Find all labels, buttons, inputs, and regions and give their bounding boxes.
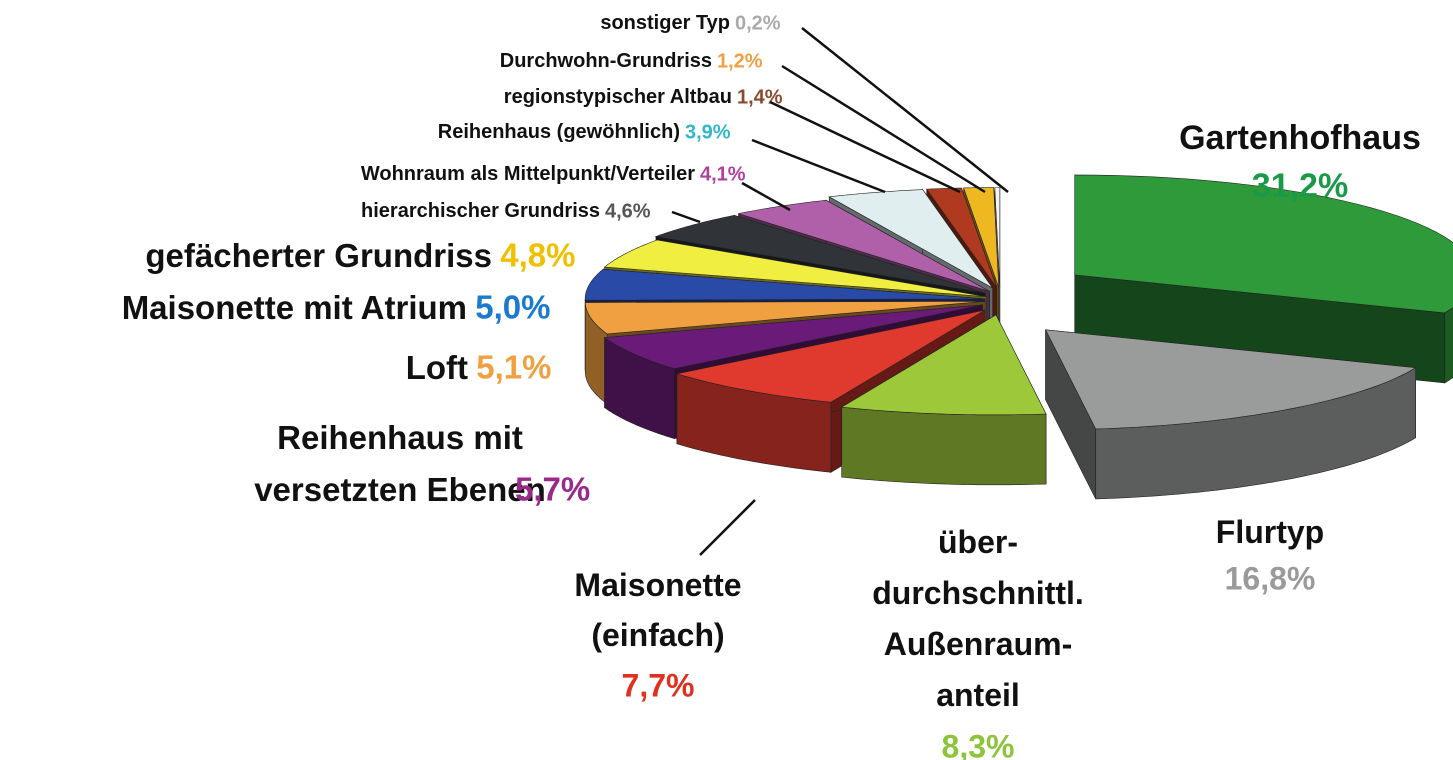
slice-top xyxy=(584,268,986,301)
slice xyxy=(840,314,1047,486)
leader-line xyxy=(781,64,986,194)
slice-top xyxy=(654,215,986,294)
value-label: 1,2% xyxy=(717,50,763,72)
slice-top xyxy=(603,239,987,298)
slice-top xyxy=(1045,329,1417,430)
category-label: Durchwohn-Grundriss xyxy=(500,50,712,72)
leader-line xyxy=(751,138,886,194)
leader-line xyxy=(769,100,961,194)
slice-top xyxy=(603,304,983,369)
category-label: Flurtyp xyxy=(1216,514,1324,550)
value-label: 5,1% xyxy=(476,349,551,386)
category-label: Maisonette (einfach) xyxy=(574,567,741,653)
category-label: gefächerter Grundriss xyxy=(145,237,492,274)
slice-top xyxy=(828,189,993,289)
value-label: 0,2% xyxy=(735,12,781,34)
category-label: Gartenhofhaus xyxy=(1179,119,1421,157)
value-label: 7,7% xyxy=(622,667,695,703)
category-label: Reihenhaus (gewöhnlich) xyxy=(438,121,680,143)
slice xyxy=(1045,329,1417,500)
category-label: regionstypischer Altbau xyxy=(504,86,732,108)
leader-line xyxy=(699,499,756,556)
category-label: sonstiger Typ xyxy=(600,12,730,34)
category-label: hierarchischer Grundriss xyxy=(361,200,600,222)
value-label: 4,6% xyxy=(605,200,651,222)
value-label: 4,1% xyxy=(700,163,746,185)
leader-line xyxy=(801,27,1009,193)
leader-line xyxy=(671,210,701,224)
slice xyxy=(1074,174,1453,384)
slice-top xyxy=(994,187,1001,288)
slice-top xyxy=(738,199,990,292)
value-label: 31,2% xyxy=(1252,167,1348,205)
slice-wall xyxy=(841,406,1047,486)
value-label: 4,8% xyxy=(500,237,575,274)
value-label: 3,9% xyxy=(685,121,731,143)
value-label: 16,8% xyxy=(1225,560,1316,596)
category-label: Loft xyxy=(406,349,468,386)
leader-line xyxy=(741,181,791,212)
slice-top xyxy=(676,309,986,403)
value-label: 5,7% xyxy=(515,471,590,508)
category-label: Maisonette mit Atrium xyxy=(122,289,467,326)
value-label: 5,0% xyxy=(475,289,550,326)
value-label: 8,3% xyxy=(942,728,1015,760)
category-label: über-durchschnittl. Außenraum-anteil xyxy=(872,524,1084,713)
slice-top xyxy=(584,300,986,335)
category-label: Wohnraum als Mittelpunkt/Verteiler xyxy=(361,163,695,185)
slice-top xyxy=(1074,174,1453,314)
slice-wall xyxy=(1444,307,1453,384)
slice-top xyxy=(840,314,1047,416)
category-label: Reihenhaus mit versetzten Ebenen xyxy=(254,419,546,508)
slice-top xyxy=(926,187,997,288)
